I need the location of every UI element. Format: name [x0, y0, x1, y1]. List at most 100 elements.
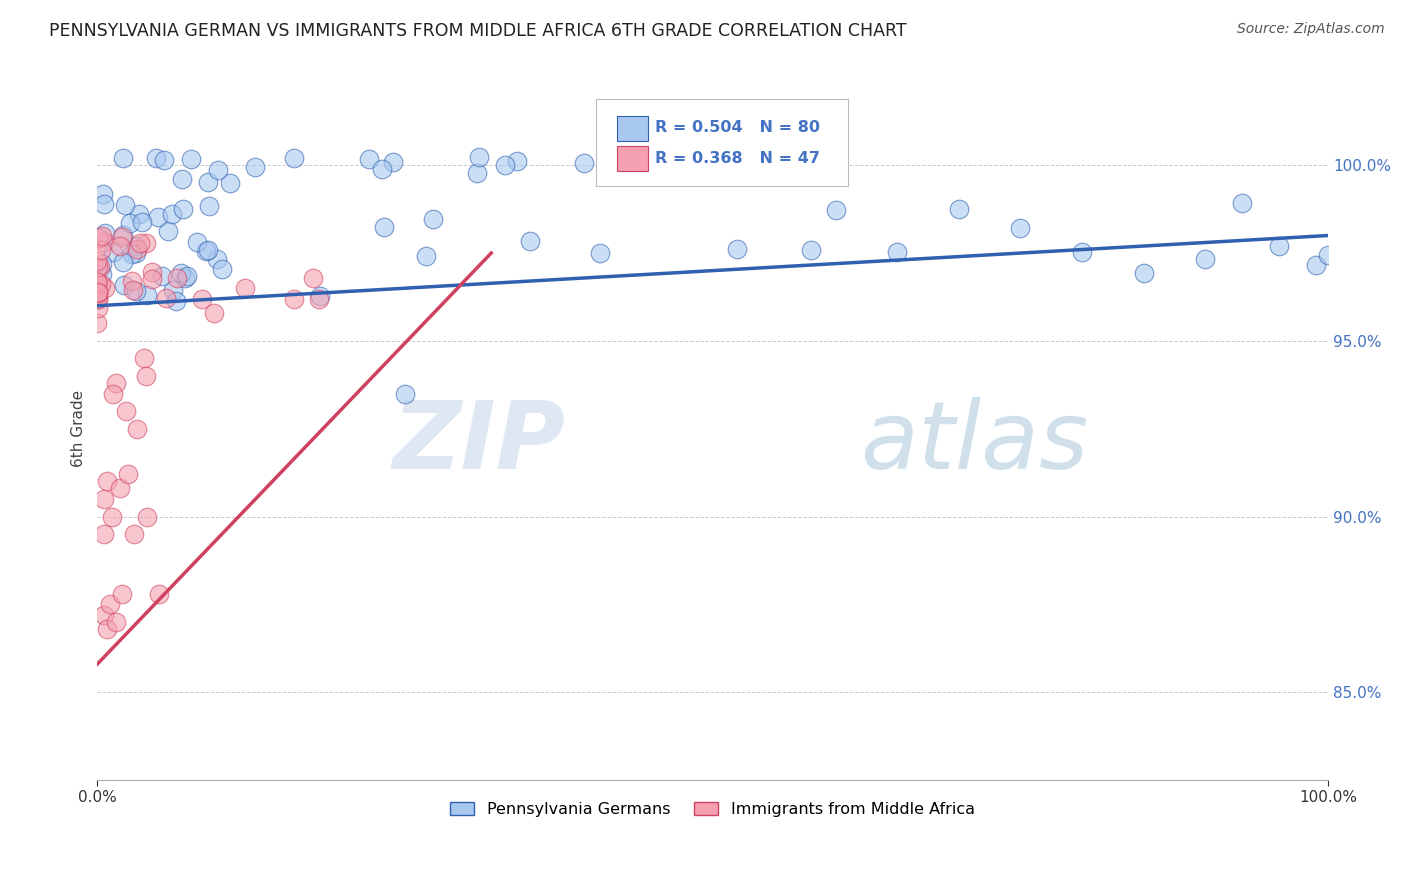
Point	[87, 301, 110, 315]
Point	[86, 253, 108, 268]
Point	[87, 276, 110, 290]
Point	[725, 242, 748, 256]
Point	[800, 243, 823, 257]
Point	[146, 210, 169, 224]
Point	[197, 244, 219, 258]
Point	[86, 275, 108, 289]
Point	[129, 236, 152, 251]
Point	[86, 260, 108, 274]
Point	[91, 187, 114, 202]
Point	[94, 281, 117, 295]
Point	[111, 152, 134, 166]
Point	[824, 202, 846, 217]
Point	[156, 224, 179, 238]
Point	[494, 158, 516, 172]
Point	[394, 386, 416, 401]
Point	[90, 243, 112, 257]
Point	[948, 202, 970, 216]
Point	[186, 235, 208, 249]
Point	[371, 162, 394, 177]
Point	[86, 316, 108, 330]
Point	[207, 163, 229, 178]
Point	[117, 467, 139, 482]
Point	[233, 281, 256, 295]
Point	[86, 275, 108, 289]
Point	[1132, 266, 1154, 280]
Point	[125, 239, 148, 253]
Text: atlas: atlas	[860, 397, 1088, 488]
Point	[87, 292, 110, 306]
Point	[101, 509, 124, 524]
Text: Source: ZipAtlas.com: Source: ZipAtlas.com	[1237, 22, 1385, 37]
Point	[709, 155, 731, 169]
Point	[886, 245, 908, 260]
Point	[93, 491, 115, 506]
Point	[176, 269, 198, 284]
FancyBboxPatch shape	[617, 146, 648, 171]
Point	[165, 294, 187, 309]
Point	[519, 235, 541, 249]
Point	[135, 369, 157, 384]
Point	[127, 422, 149, 436]
Point	[96, 475, 118, 489]
Point	[96, 622, 118, 636]
Point	[283, 151, 305, 165]
Y-axis label: 6th Grade: 6th Grade	[72, 390, 86, 467]
Point	[86, 286, 108, 301]
Point	[111, 255, 134, 269]
Point	[152, 268, 174, 283]
Point	[174, 271, 197, 285]
Point	[108, 238, 131, 252]
Point	[120, 216, 142, 230]
Point	[112, 278, 135, 293]
Point	[589, 246, 612, 260]
Text: R = 0.504   N = 80: R = 0.504 N = 80	[655, 120, 820, 135]
Text: R = 0.368   N = 47: R = 0.368 N = 47	[655, 151, 820, 166]
Point	[91, 268, 114, 282]
Point	[101, 386, 124, 401]
Point	[114, 197, 136, 211]
Point	[162, 283, 184, 297]
Legend: Pennsylvania Germans, Immigrants from Middle Africa: Pennsylvania Germans, Immigrants from Mi…	[443, 794, 983, 825]
Text: ZIP: ZIP	[392, 397, 565, 489]
Point	[170, 266, 193, 280]
Point	[1230, 195, 1253, 210]
Point	[93, 607, 115, 622]
Point	[91, 257, 114, 271]
Point	[135, 235, 157, 250]
Point	[91, 229, 114, 244]
Point	[124, 246, 146, 260]
Point	[180, 152, 202, 166]
Point	[124, 527, 146, 541]
Point	[1268, 239, 1291, 253]
Point	[111, 587, 134, 601]
Point	[134, 351, 156, 366]
Point	[108, 482, 131, 496]
Point	[197, 175, 219, 189]
Point	[468, 150, 491, 164]
Point	[155, 291, 177, 305]
Point	[1010, 220, 1032, 235]
Point	[718, 156, 741, 170]
Point	[128, 207, 150, 221]
Point	[243, 160, 266, 174]
FancyBboxPatch shape	[617, 116, 648, 141]
Point	[465, 166, 488, 180]
Point	[697, 163, 720, 178]
Point	[1317, 247, 1340, 261]
Point	[308, 292, 330, 306]
Text: PENNSYLVANIA GERMAN VS IMMIGRANTS FROM MIDDLE AFRICA 6TH GRADE CORRELATION CHART: PENNSYLVANIA GERMAN VS IMMIGRANTS FROM M…	[49, 22, 907, 40]
Point	[135, 509, 157, 524]
Point	[141, 272, 163, 286]
Point	[283, 292, 305, 306]
Point	[301, 270, 323, 285]
Point	[90, 277, 112, 291]
Point	[160, 207, 183, 221]
Point	[115, 404, 138, 418]
Point	[506, 154, 529, 169]
Point	[121, 247, 143, 261]
Point	[86, 285, 108, 299]
Point	[94, 226, 117, 240]
Point	[104, 615, 127, 629]
Point	[93, 196, 115, 211]
